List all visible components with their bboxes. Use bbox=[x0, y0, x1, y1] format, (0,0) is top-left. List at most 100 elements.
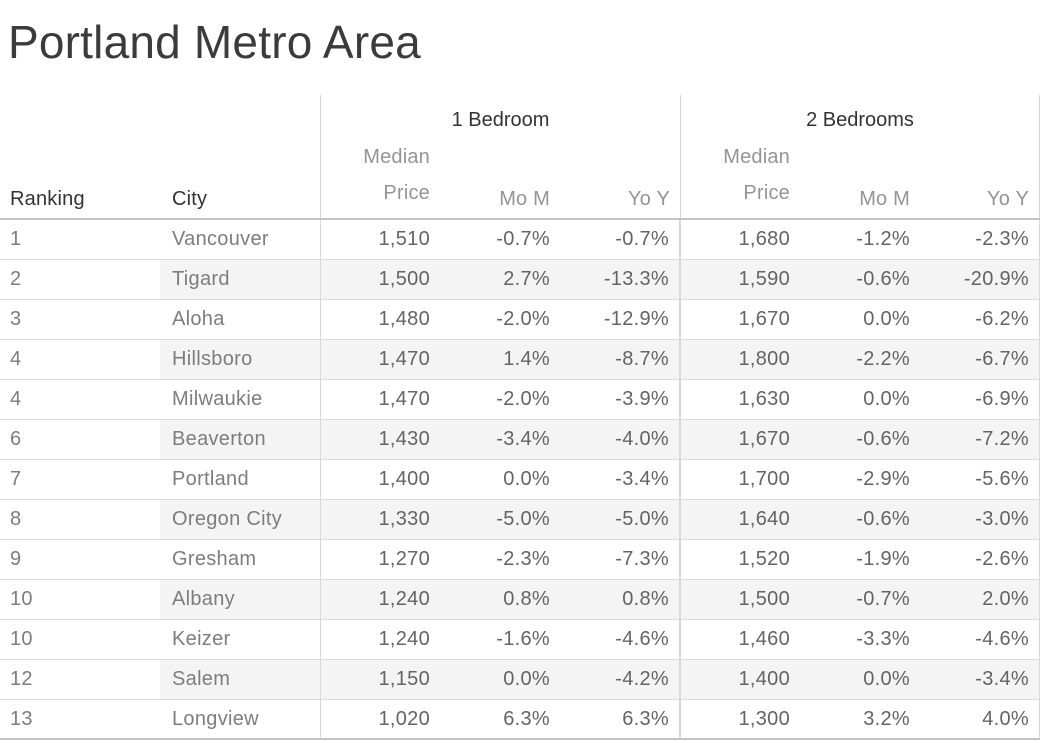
br2-median-price-cell: 1,800 bbox=[680, 340, 800, 379]
city-cell: Oregon City bbox=[160, 500, 320, 539]
city-cell: Milwaukie bbox=[172, 388, 263, 410]
br2-median-price-cell: 1,680 bbox=[680, 220, 800, 259]
ranking-cell: 8 bbox=[0, 500, 160, 539]
city-cell: Keizer bbox=[172, 628, 231, 650]
br1-yoy-cell: -4.2% bbox=[560, 660, 680, 699]
br1-median-price-cell: 1,270 bbox=[320, 540, 440, 579]
br2-mom-cell: -0.6% bbox=[800, 500, 920, 539]
column-header-br2-median-price: Median Price bbox=[680, 145, 800, 218]
br1-yoy-cell: -8.7% bbox=[560, 340, 680, 379]
group-header-1-bedroom: 1 Bedroom bbox=[320, 95, 680, 145]
br1-yoy-cell: 6.3% bbox=[560, 700, 680, 738]
br1-mom-cell: 6.3% bbox=[503, 707, 550, 730]
column-header-br2-yoy: Yo Y bbox=[920, 145, 1040, 218]
br1-median-price-cell: 1,500 bbox=[320, 260, 440, 299]
br2-yoy-cell: -6.2% bbox=[920, 300, 1040, 339]
br1-median-price-cell: 1,240 bbox=[320, 580, 440, 619]
median-price-line1: Median bbox=[363, 146, 430, 168]
br2-yoy-cell: -3.0% bbox=[920, 500, 1040, 539]
br2-yoy-cell: -2.6% bbox=[920, 540, 1040, 579]
column-header-ranking: Ranking bbox=[10, 188, 85, 210]
br1-yoy-cell: 0.8% bbox=[560, 580, 680, 619]
br2-mom-cell: -3.3% bbox=[856, 628, 910, 650]
br1-median-price-cell: 1,510 bbox=[320, 220, 440, 259]
br2-mom-cell: 3.2% bbox=[863, 707, 910, 730]
ranking-cell: 12 bbox=[0, 660, 160, 699]
br2-median-price-cell: 1,640 bbox=[680, 500, 800, 539]
br2-mom-cell: -1.2% bbox=[856, 228, 910, 250]
br1-mom-cell: -2.0% bbox=[496, 308, 550, 330]
br2-median-price-cell: 1,460 bbox=[680, 620, 800, 659]
br1-mom-cell: -2.3% bbox=[496, 548, 550, 570]
br2-median-price-cell: 1,670 bbox=[680, 420, 800, 459]
city-cell: Beaverton bbox=[160, 420, 320, 459]
br1-mom-cell: 2.7% bbox=[440, 260, 560, 299]
column-header-br1-mom: Mo M bbox=[499, 188, 550, 210]
br1-yoy-cell: -0.7% bbox=[560, 220, 680, 259]
br1-mom-cell: -0.7% bbox=[496, 228, 550, 250]
br1-yoy-cell: -4.6% bbox=[560, 620, 680, 659]
br2-median-price-cell: 1,400 bbox=[680, 660, 800, 699]
ranking-cell: 10 bbox=[0, 620, 160, 659]
br1-mom-cell: 0.0% bbox=[440, 660, 560, 699]
city-cell: Albany bbox=[160, 580, 320, 619]
median-price-line2: Price bbox=[743, 182, 790, 204]
br2-yoy-cell: -20.9% bbox=[920, 260, 1040, 299]
median-price-line2: Price bbox=[383, 182, 430, 204]
median-price-line1: Median bbox=[723, 146, 790, 168]
br1-median-price-cell: 1,430 bbox=[320, 420, 440, 459]
table-row: 12 Salem 1,150 0.0% -4.2% 1,400 0.0% -3.4% bbox=[0, 660, 1040, 700]
ranking-cell: 10 bbox=[0, 580, 160, 619]
city-cell: Portland bbox=[172, 468, 249, 490]
br2-yoy-cell: 4.0% bbox=[920, 700, 1040, 738]
table-row: 10 Keizer 1,240 -1.6% -4.6% 1,460 -3.3% -4.6% bbox=[0, 620, 1040, 660]
br2-mom-cell: 0.0% bbox=[863, 388, 910, 410]
column-header-br2-mom: Mo M bbox=[859, 188, 910, 210]
br1-yoy-cell: -3.4% bbox=[560, 460, 680, 499]
br1-mom-cell: -1.6% bbox=[496, 628, 550, 650]
city-cell: Vancouver bbox=[172, 228, 269, 250]
city-cell: Aloha bbox=[172, 308, 225, 330]
br1-yoy-cell: -4.0% bbox=[560, 420, 680, 459]
ranking-cell: 1 bbox=[0, 220, 160, 259]
ranking-cell: 9 bbox=[0, 540, 160, 579]
br1-mom-cell: 0.0% bbox=[503, 468, 550, 490]
br2-mom-cell: -2.2% bbox=[800, 340, 920, 379]
br1-median-price-cell: 1,400 bbox=[320, 460, 440, 499]
br2-mom-cell: 0.0% bbox=[863, 308, 910, 330]
city-cell: Gresham bbox=[172, 548, 257, 570]
br1-mom-cell: 1.4% bbox=[440, 340, 560, 379]
br1-median-price-cell: 1,480 bbox=[320, 300, 440, 339]
br2-mom-cell: -1.9% bbox=[856, 548, 910, 570]
br2-yoy-cell: -6.7% bbox=[920, 340, 1040, 379]
table-row: 3 Aloha 1,480 -2.0% -12.9% 1,670 0.0% -6.2% bbox=[0, 300, 1040, 340]
br1-mom-cell: -3.4% bbox=[440, 420, 560, 459]
title-bar: Portland Metro Area bbox=[0, 0, 1044, 95]
br1-median-price-cell: 1,470 bbox=[320, 380, 440, 419]
br1-median-price-cell: 1,330 bbox=[320, 500, 440, 539]
column-header-city: City bbox=[172, 188, 208, 210]
ranking-cell: 2 bbox=[0, 260, 160, 299]
city-cell: Tigard bbox=[160, 260, 320, 299]
br2-median-price-cell: 1,520 bbox=[680, 540, 800, 579]
group-header-2-bedrooms: 2 Bedrooms bbox=[680, 95, 1040, 145]
br1-median-price-cell: 1,020 bbox=[320, 700, 440, 738]
br2-median-price-cell: 1,700 bbox=[680, 460, 800, 499]
br2-mom-cell: 0.0% bbox=[800, 660, 920, 699]
br1-median-price-cell: 1,470 bbox=[320, 340, 440, 379]
br2-yoy-cell: -4.6% bbox=[920, 620, 1040, 659]
ranking-cell: 13 bbox=[0, 700, 160, 738]
br2-yoy-cell: -2.3% bbox=[920, 220, 1040, 259]
br1-yoy-cell: -7.3% bbox=[560, 540, 680, 579]
br2-mom-cell: -0.7% bbox=[800, 580, 920, 619]
table-row: 4 Hillsboro 1,470 1.4% -8.7% 1,800 -2.2% -6.7% bbox=[0, 340, 1040, 380]
br2-median-price-cell: 1,590 bbox=[680, 260, 800, 299]
column-header-br1-yoy: Yo Y bbox=[628, 188, 670, 210]
table-row: 9 Gresham 1,270 -2.3% -7.3% 1,520 -1.9% -2.6% bbox=[0, 540, 1040, 580]
br1-yoy-cell: -5.0% bbox=[560, 500, 680, 539]
table-header: 1 Bedroom 2 Bedrooms Ranking City Median… bbox=[0, 95, 1040, 220]
ranking-cell: 6 bbox=[0, 420, 160, 459]
ranking-cell: 4 bbox=[0, 340, 160, 379]
rent-table: 1 Bedroom 2 Bedrooms Ranking City Median… bbox=[0, 95, 1040, 740]
